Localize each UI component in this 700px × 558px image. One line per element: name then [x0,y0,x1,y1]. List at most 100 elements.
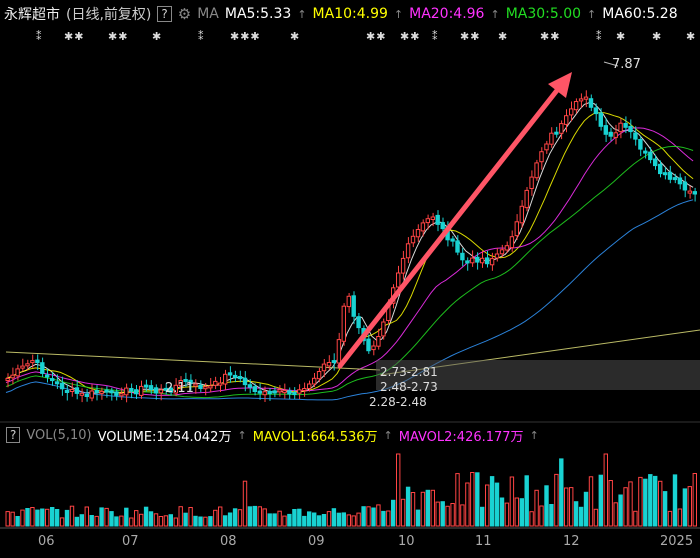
volume-bar [40,508,45,527]
low-price-label: 2.11 [165,381,194,396]
vol-indicator-label[interactable]: VOL(5,10) [26,427,92,443]
volume-help-button[interactable]: ? [6,427,21,443]
candle-body [94,390,99,393]
volume-bar [351,515,356,527]
volume-header: ? VOL(5,10) VOLUME:1254.042万 ↑ MAVOL1:664… [0,424,700,446]
candle-body [124,387,129,396]
volume-bar [658,480,663,527]
x-axis-label: 09 [308,534,325,549]
event-marker-icon[interactable]: ✱✱ [400,30,421,43]
event-marker-icon[interactable]: ✱✱ [108,30,129,43]
volume-bar [371,507,376,527]
candle-body [346,295,352,308]
x-axis-label: 06 [38,534,55,549]
event-marker-icon[interactable]: ⁑ [36,30,43,43]
candle-body [247,384,253,388]
volume-bar [420,491,426,527]
candle-body [262,391,267,396]
volume-bar [188,507,193,527]
volume-bar [410,492,416,527]
volume-bar [509,476,515,527]
candle-body [119,393,124,397]
ma30-value: MA30:5.00 [505,6,582,22]
gear-icon[interactable]: ⚙ [177,5,192,23]
event-marker-icon[interactable]: ✱ [652,30,663,43]
volume-bar [475,472,480,527]
candle-body [366,338,371,352]
event-marker-icon[interactable]: ⁑ [596,30,603,43]
volume-bar [287,513,292,527]
period-label: (日线,前复权) [66,7,152,23]
volume-bar [203,516,208,527]
ma-label[interactable]: MA [197,6,219,22]
event-marker-icon[interactable]: ⁑ [432,30,439,43]
volume-bar [99,507,104,527]
volume-bar [213,509,218,527]
candle-body [316,371,322,380]
event-marker-icon[interactable]: ✱✱ [366,30,387,43]
x-axis-label: 07 [122,534,139,549]
candle-body [30,360,35,364]
stock-name[interactable]: 永辉超市 [4,7,60,23]
candle-body [455,240,460,253]
mavol1-value: MAVOL1:664.536万 [252,429,378,445]
moving-average-line [5,145,694,399]
candle-body [99,390,104,394]
event-marker-icon[interactable]: ✱ [290,30,301,43]
candle-body [643,150,648,154]
volume-bar [519,498,524,527]
volume-bar [692,473,697,527]
event-marker-icon[interactable]: ✱ [616,30,627,43]
volume-bar [163,515,169,527]
candle-body [64,390,70,393]
candle-body [465,260,470,264]
volume-bar [312,512,317,527]
trend-arrow [337,81,565,369]
volume-bar [361,506,366,527]
volume-bar [153,513,159,527]
candle-body [287,390,292,395]
volume-bar [15,516,20,527]
volume-bar [662,491,668,527]
volume-bar [386,510,391,527]
candle-body [450,238,455,242]
candle-body [272,390,277,394]
candle-body [104,389,109,393]
candle-body [529,176,534,190]
event-marker-icon[interactable]: ✱ [498,30,509,43]
event-marker-icon[interactable]: ⁑ [198,30,205,43]
volume-bar [124,507,129,527]
arrow-up-icon: ↑ [529,428,539,442]
candle-body [662,172,668,176]
event-marker-icon[interactable]: ✱✱ [460,30,481,43]
event-marker-icon[interactable]: ✱ [152,30,163,43]
volume-bar [489,476,495,527]
volume-bar [30,507,35,527]
volume-bar [45,508,50,527]
volume-bar [450,503,455,527]
candle-body [35,359,40,364]
help-button[interactable]: ? [157,6,172,22]
event-marker-icon[interactable]: ✱ [686,30,697,43]
candle-body [223,373,228,385]
candle-body [653,158,658,167]
event-marker-icon[interactable]: ✱✱ [64,30,85,43]
volume-bar [257,506,263,527]
volume-bar [346,514,352,527]
event-marker-icon[interactable]: ✱✱ [540,30,561,43]
candle-body [203,386,208,390]
candle-body [539,151,544,163]
candle-body [593,107,599,115]
high-price-label: 7.87 [612,57,641,72]
candle-body [460,252,465,261]
candle-body [59,382,65,390]
event-marker-icon[interactable]: ✱✱✱ [230,30,261,43]
candle-body [292,392,297,395]
candle-body [10,374,15,379]
candle-body [326,362,332,367]
x-axis-label: 2025 [660,534,694,549]
volume-bar [282,515,287,527]
candle-body [400,257,406,274]
volume-bar [10,511,15,527]
